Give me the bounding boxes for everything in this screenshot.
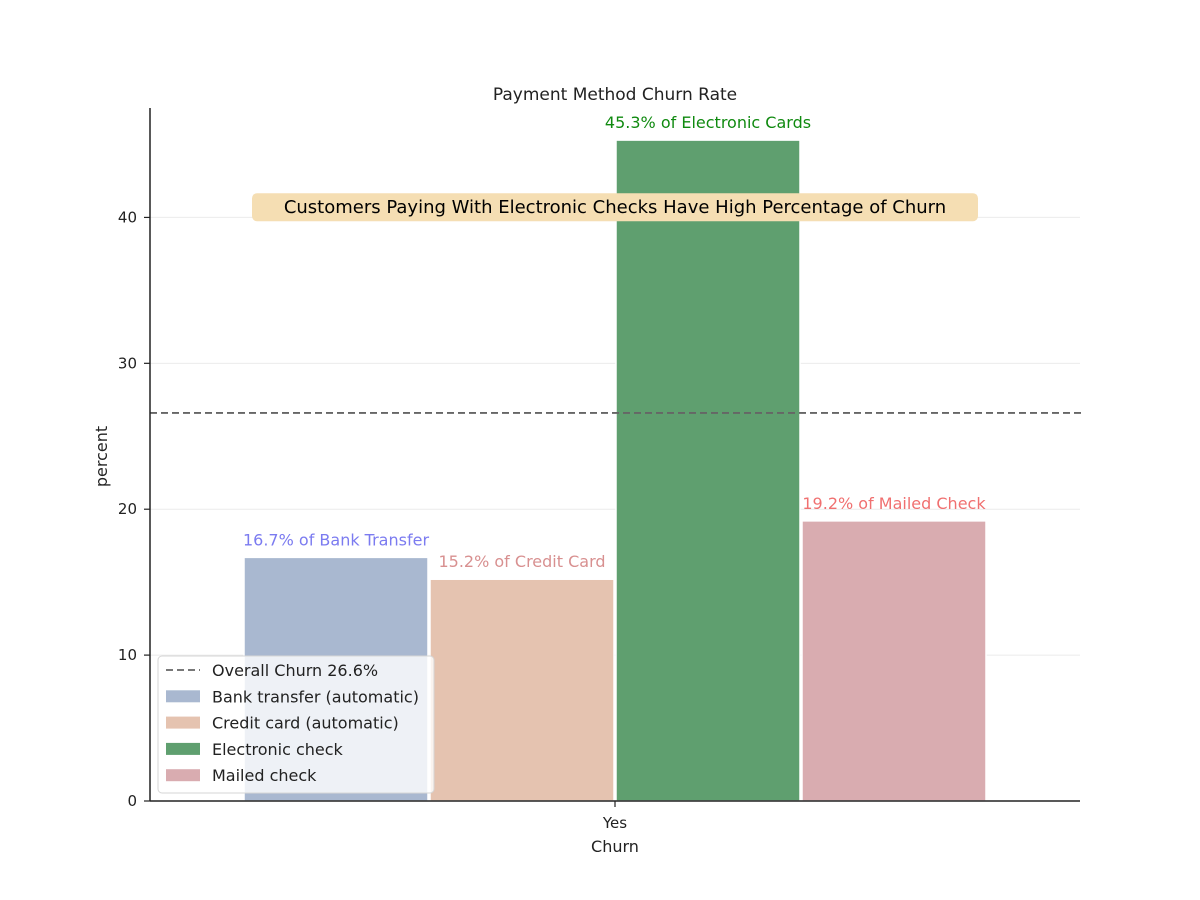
legend-swatch bbox=[166, 742, 200, 755]
bar-data-label: 16.7% of Bank Transfer bbox=[243, 530, 429, 549]
y-tick-label: 20 bbox=[118, 500, 137, 518]
legend-label: Credit card (automatic) bbox=[212, 714, 399, 733]
annotation-text: Customers Paying With Electronic Checks … bbox=[284, 197, 946, 218]
bar-data-label: 45.3% of Electronic Cards bbox=[605, 113, 811, 132]
bar-labels: 16.7% of Bank Transfer 15.2% of Credit Ca… bbox=[243, 113, 986, 571]
y-tick-label: 10 bbox=[118, 646, 137, 664]
bar-data-label: 19.2% of Mailed Check bbox=[802, 494, 986, 513]
annotation-box bbox=[252, 193, 978, 222]
legend-label: Electronic check bbox=[212, 740, 344, 759]
y-ticks: 0 10 20 30 40 bbox=[118, 208, 150, 810]
bar bbox=[801, 520, 987, 802]
legend-swatch bbox=[166, 769, 200, 782]
legend-swatch bbox=[166, 716, 200, 729]
legend: Overall Churn 26.6% Bank transfer (automa… bbox=[157, 655, 435, 794]
y-axis-label: percent bbox=[92, 426, 111, 487]
y-tick-label: 0 bbox=[127, 792, 137, 810]
chart-title: Payment Method Churn Rate bbox=[493, 85, 737, 105]
x-tick-label: Yes bbox=[602, 814, 627, 832]
bar bbox=[429, 578, 615, 802]
x-axis-label: Churn bbox=[591, 837, 639, 856]
legend-box bbox=[157, 655, 435, 794]
legend-swatch bbox=[166, 690, 200, 703]
bar-data-label: 15.2% of Credit Card bbox=[438, 552, 605, 571]
y-tick-label: 30 bbox=[118, 354, 137, 372]
bar bbox=[615, 139, 801, 802]
legend-label: Overall Churn 26.6% bbox=[212, 661, 378, 680]
legend-label: Bank transfer (automatic) bbox=[212, 687, 419, 706]
legend-label: Mailed check bbox=[212, 766, 317, 785]
annotation: Customers Paying With Electronic Checks … bbox=[252, 193, 978, 222]
x-ticks: Yes bbox=[602, 801, 627, 832]
y-tick-label: 40 bbox=[118, 208, 137, 226]
bars bbox=[243, 139, 987, 802]
